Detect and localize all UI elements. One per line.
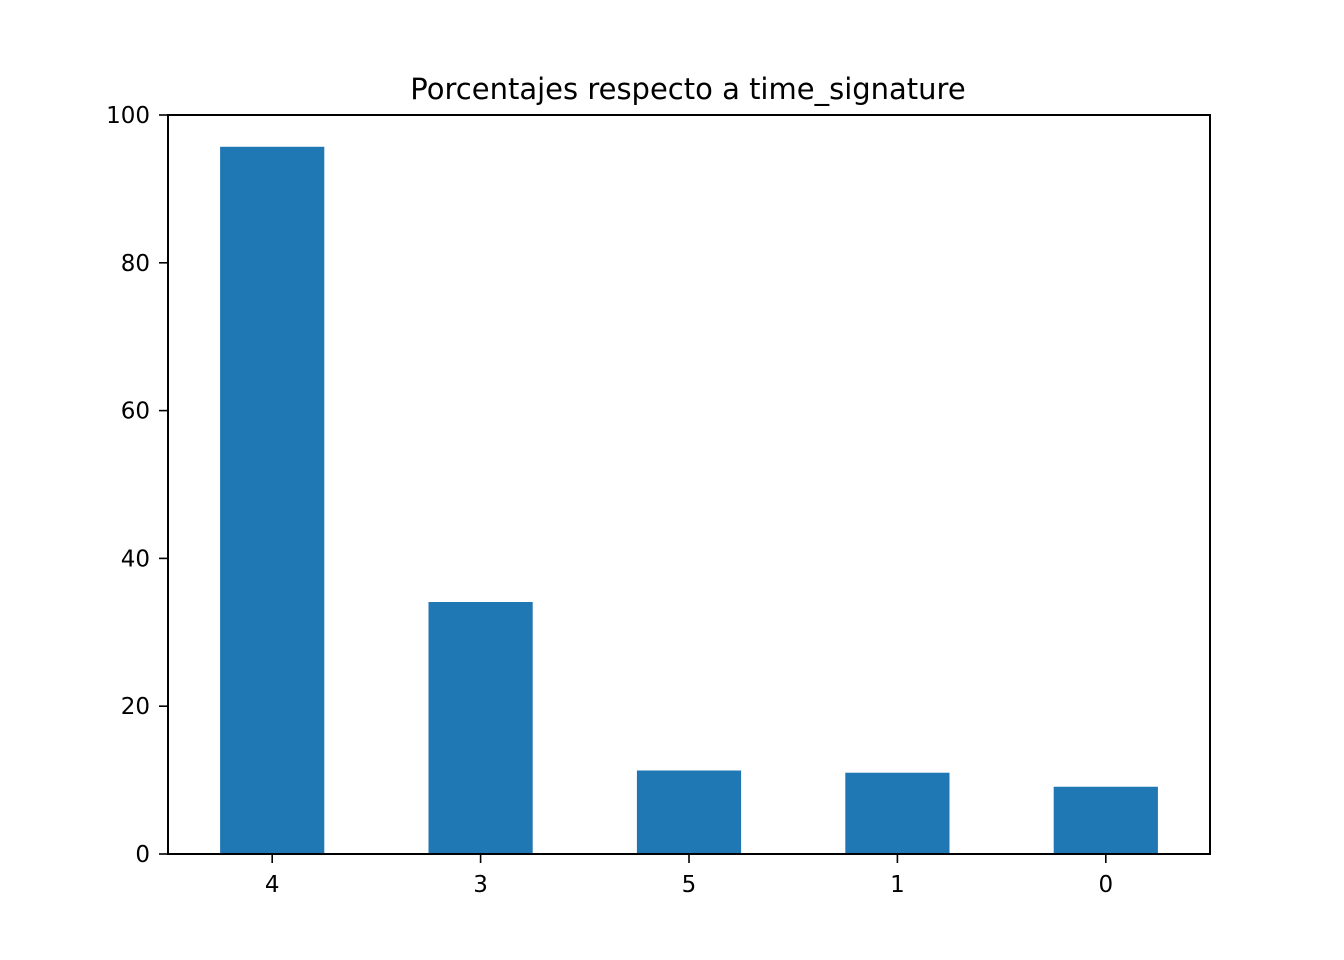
bar-0 xyxy=(1053,786,1158,854)
x-tick-label-1: 1 xyxy=(890,872,905,898)
y-tick-label-0: 0 xyxy=(135,842,150,868)
x-tick-label-0: 0 xyxy=(1098,872,1113,898)
x-tick-label-4: 4 xyxy=(265,872,280,898)
bars-layer xyxy=(220,146,1158,855)
chart-title: Porcentajes respecto a time_signature xyxy=(410,72,965,106)
bar-5 xyxy=(636,770,742,854)
y-axis: 0 20 40 60 80 100 xyxy=(106,103,168,868)
x-tick-label-5: 5 xyxy=(682,872,697,898)
x-axis: 4 3 5 1 0 xyxy=(265,854,1113,898)
y-tick-label-60: 60 xyxy=(121,399,150,425)
y-tick-label-40: 40 xyxy=(121,546,150,572)
plot-frame xyxy=(167,114,1211,855)
y-tick-label-80: 80 xyxy=(121,251,150,277)
bar-3 xyxy=(428,602,533,854)
bar-1 xyxy=(845,772,950,854)
y-tick-label-100: 100 xyxy=(106,103,150,129)
y-tick-label-20: 20 xyxy=(121,694,150,720)
x-tick-label-3: 3 xyxy=(473,872,488,898)
bar-4 xyxy=(220,146,325,855)
